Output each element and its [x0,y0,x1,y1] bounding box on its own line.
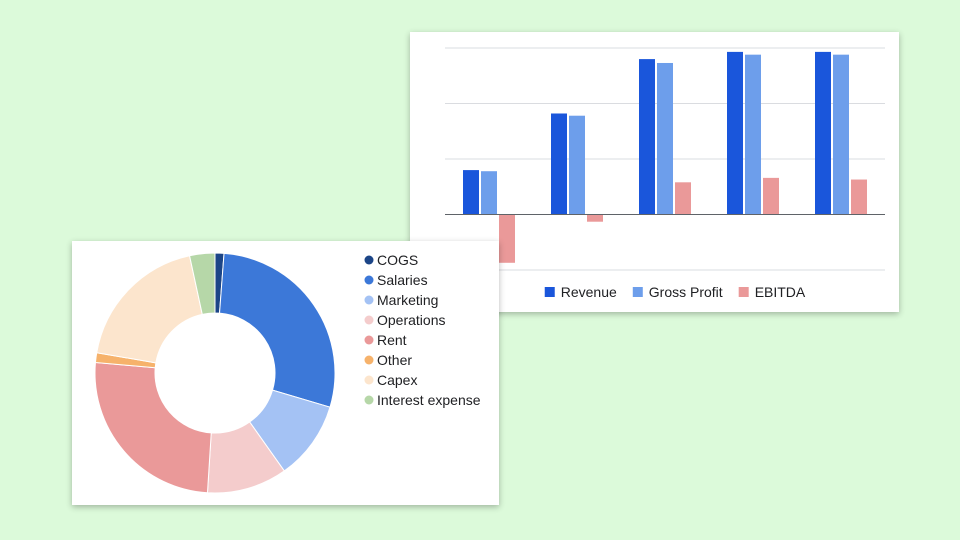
legend-label: EBITDA [755,284,806,300]
donut-slice [188,252,216,315]
bar [587,214,603,222]
legend-swatch [738,287,749,297]
legend-swatch [364,275,374,285]
bar [675,182,691,215]
legend-label: Operations [377,312,445,328]
bar [851,179,867,215]
legend-label: Rent [377,332,407,348]
donut-chart-card: COGS Salaries Marketing Operations Rent Other… [72,241,499,505]
bar [833,54,849,215]
bar [815,51,831,215]
bar [763,177,779,215]
legend-label: Revenue [561,284,617,300]
donut-slice [94,361,212,494]
bar [569,115,585,215]
bar [551,113,567,215]
legend-label: Other [377,352,412,368]
bar [657,62,673,215]
bar [727,51,743,215]
legend-swatch [364,335,374,345]
legend-swatch [364,375,374,385]
donut-chart: COGS Salaries Marketing Operations Rent Other… [94,252,481,494]
bar-chart: Revenue Gross Profit EBITDA [445,47,885,300]
bar [745,54,761,215]
legend-swatch [364,315,374,325]
donut-slice [96,255,203,364]
legend-label: Salaries [377,272,428,288]
legend-label: Gross Profit [649,284,723,300]
bar [463,170,479,215]
legend-label: COGS [377,252,418,268]
bar [639,59,655,215]
legend-swatch [364,395,374,405]
legend-swatch [364,255,374,265]
bar [481,171,497,215]
legend-swatch [364,355,374,365]
legend-swatch [632,287,643,297]
legend-label: Capex [377,372,417,388]
bar [499,214,515,263]
legend-label: Marketing [377,292,438,308]
legend-swatch [544,287,555,297]
legend-label: Interest expense [377,392,481,408]
legend-swatch [364,295,374,305]
donut-slice [218,252,336,408]
